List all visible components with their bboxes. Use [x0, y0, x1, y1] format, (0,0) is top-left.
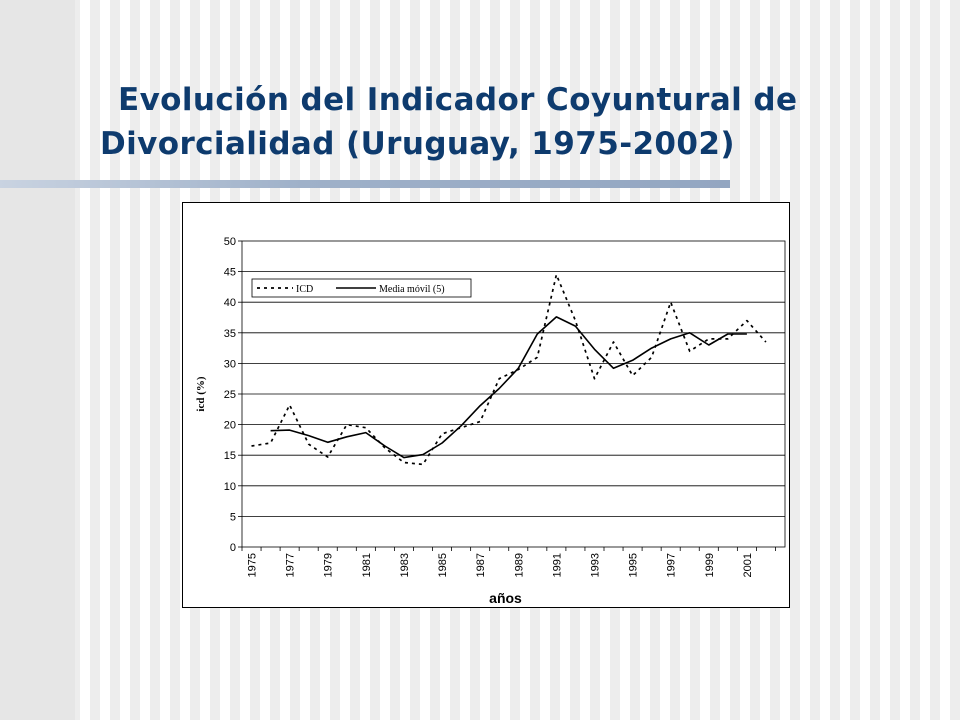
x-tick-label: 1977: [285, 553, 297, 577]
x-axis-title: años: [489, 590, 522, 606]
x-tick-label: 1991: [551, 553, 563, 577]
x-tick-label: 1975: [247, 553, 259, 577]
series-line-icd: [251, 273, 767, 466]
slide-title: Evolución del Indicador Coyuntural de Di…: [100, 78, 930, 166]
x-tick-label: 1987: [475, 553, 487, 577]
chart-svg: 0 5 10 15 20 25 30 35 40 45 50 1975 1977 1979 1981 1983…: [195, 236, 786, 606]
y-tick-label: 10: [224, 481, 236, 493]
slide-left-strip: [0, 0, 75, 720]
y-tick-label: 35: [224, 328, 236, 340]
x-tick-label: 1985: [437, 553, 449, 577]
y-tick-label: 25: [224, 389, 236, 401]
x-tick-label: 2001: [742, 553, 754, 577]
y-tick-label: 45: [224, 267, 236, 279]
x-tick-label: 1983: [399, 553, 411, 577]
legend-label-icd: ICD: [296, 284, 313, 295]
y-tick-label: 0: [230, 542, 236, 554]
y-tick-label: 15: [224, 450, 236, 462]
chart-frame: 0 5 10 15 20 25 30 35 40 45 50 1975 1977 1979 1981 1983…: [182, 202, 790, 608]
x-tick-label: 1995: [628, 553, 640, 577]
y-axis-title: icd (%): [195, 376, 207, 411]
y-tick-label: 5: [230, 511, 236, 523]
slide-title-line-1: Evolución del Indicador Coyuntural de: [118, 82, 798, 118]
series-line-media-movil: [270, 316, 747, 459]
x-tick-label: 1997: [666, 553, 678, 577]
x-tick-label: 1981: [361, 553, 373, 577]
y-tick-label: 50: [224, 236, 236, 248]
y-tick-label: 30: [224, 358, 236, 370]
y-tick-label: 20: [224, 420, 236, 432]
title-underline-bar: [0, 180, 730, 188]
y-tick-label: 40: [224, 297, 236, 309]
x-tick-label: 1989: [513, 553, 525, 577]
x-tick-label: 1993: [589, 553, 601, 577]
legend-label-media-movil: Media móvil (5): [379, 284, 445, 295]
x-tick-label: 1999: [704, 553, 716, 577]
x-tick-label: 1979: [323, 553, 335, 577]
slide-title-line-2: Divorcialidad (Uruguay, 1975-2002): [100, 126, 735, 162]
